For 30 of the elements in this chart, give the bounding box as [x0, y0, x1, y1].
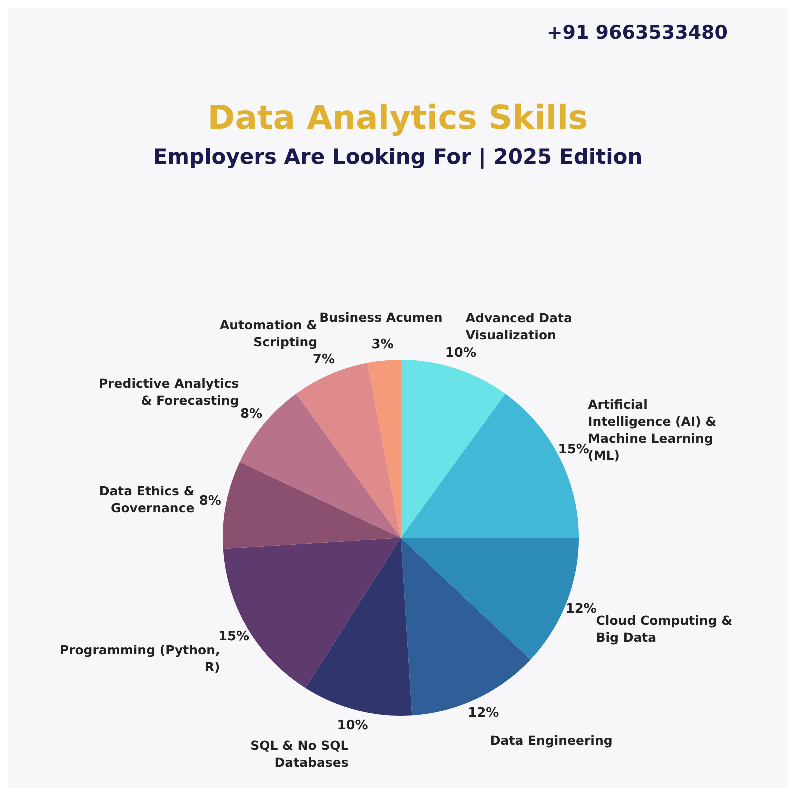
slice-label: Automation & Scripting — [220, 317, 318, 350]
slice-label: Data Ethics & Governance — [99, 483, 195, 516]
pie-slice — [306, 538, 412, 716]
chart-subtitle: Employers Are Looking For | 2025 Edition — [152, 145, 644, 169]
data-label: 12% — [468, 706, 500, 722]
slice-label: Advanced Data Visualization — [466, 310, 572, 342]
data-label: 8% — [240, 406, 263, 422]
slice-label: Business Acumen — [320, 309, 443, 324]
pie-slice — [296, 363, 401, 538]
slice-label: SQL & No SQL Databases — [250, 737, 349, 770]
data-label: 12% — [566, 602, 597, 617]
slice-label: Artificial Intelligence (AI) & Machine Learning (ML) — [588, 396, 717, 463]
data-label: 3% — [372, 337, 394, 352]
slice-label: Data Engineering — [490, 732, 613, 748]
pie-slice — [401, 538, 531, 716]
pie-slice — [401, 360, 506, 538]
text: +91 9663533480 — [546, 22, 728, 44]
data-label: 10% — [337, 718, 368, 734]
data-label: 10% — [445, 346, 477, 361]
pie-slice — [240, 394, 401, 538]
pie-slice — [223, 462, 401, 550]
chart-title: Data Analytics Skills — [206, 98, 590, 137]
data-label: 15% — [558, 442, 590, 458]
slice-label: Programming (Python, R) — [60, 642, 220, 674]
data-label: 8% — [199, 494, 222, 510]
slice-label: Predictive Analytics & Forecasting — [98, 375, 240, 408]
data-label: 15% — [218, 629, 250, 644]
pie-slice — [368, 360, 401, 538]
data-label: 7% — [312, 352, 335, 368]
slice-label: Cloud Computing & Big Data — [596, 612, 733, 645]
